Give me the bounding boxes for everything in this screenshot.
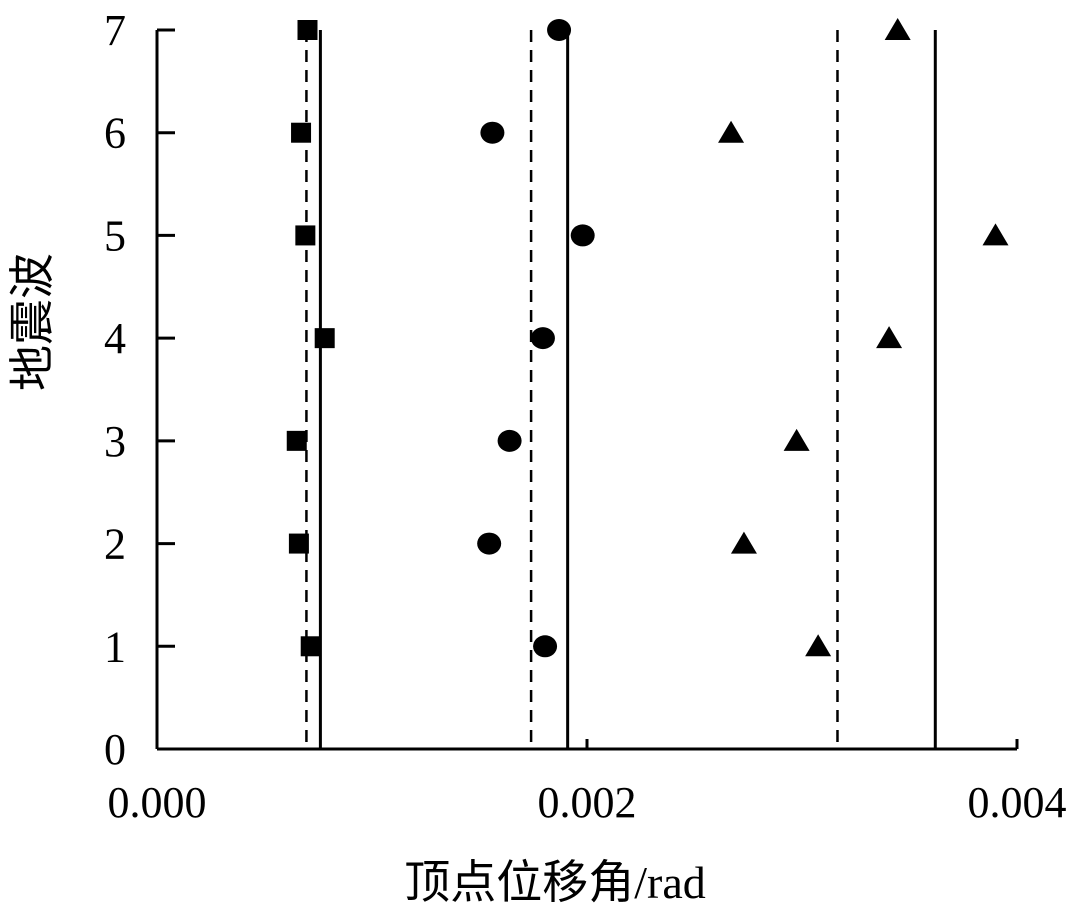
y-axis-title: 地震波 bbox=[7, 253, 58, 391]
y-tick-label: 2 bbox=[104, 520, 126, 569]
x-ticks: 0.000 0.002 0.004 bbox=[108, 739, 1067, 827]
reference-lines bbox=[305, 30, 937, 749]
circle-point bbox=[497, 429, 522, 452]
circle-point bbox=[547, 19, 572, 41]
square-point bbox=[291, 122, 312, 143]
circle-point bbox=[570, 224, 595, 247]
y-tick-label: 6 bbox=[104, 109, 126, 158]
circle-point bbox=[480, 121, 505, 144]
square-point bbox=[286, 430, 307, 451]
triangle-point bbox=[783, 428, 810, 451]
x-axis-title: 顶点位移角/rad bbox=[404, 857, 706, 908]
triangle-point bbox=[876, 326, 903, 349]
square-point bbox=[314, 328, 335, 349]
y-ticks: 0 1 2 3 4 5 6 7 bbox=[104, 6, 175, 774]
circle-point bbox=[530, 327, 555, 350]
triangle-point bbox=[982, 223, 1009, 246]
square-point bbox=[295, 225, 316, 246]
triangle-point bbox=[805, 634, 832, 657]
square-point bbox=[297, 20, 318, 40]
data-markers bbox=[286, 18, 1009, 658]
x-tick-label: 0.002 bbox=[538, 778, 637, 827]
axes bbox=[155, 30, 1017, 751]
x-tick-label: 0.004 bbox=[968, 778, 1067, 827]
triangle-point bbox=[718, 120, 745, 143]
triangle-point bbox=[884, 18, 911, 40]
y-tick-label: 7 bbox=[104, 6, 126, 55]
y-tick-label: 5 bbox=[104, 211, 126, 260]
triangle-point bbox=[730, 531, 757, 554]
x-tick-label: 0.000 bbox=[108, 778, 207, 827]
y-tick-label: 3 bbox=[104, 417, 126, 466]
y-tick-label: 4 bbox=[104, 314, 126, 363]
circle-point bbox=[533, 635, 558, 658]
circle-point bbox=[477, 532, 502, 555]
y-tick-label: 1 bbox=[104, 622, 126, 671]
square-point bbox=[288, 533, 309, 554]
square-point bbox=[300, 636, 321, 657]
y-tick-label: 0 bbox=[104, 725, 126, 774]
